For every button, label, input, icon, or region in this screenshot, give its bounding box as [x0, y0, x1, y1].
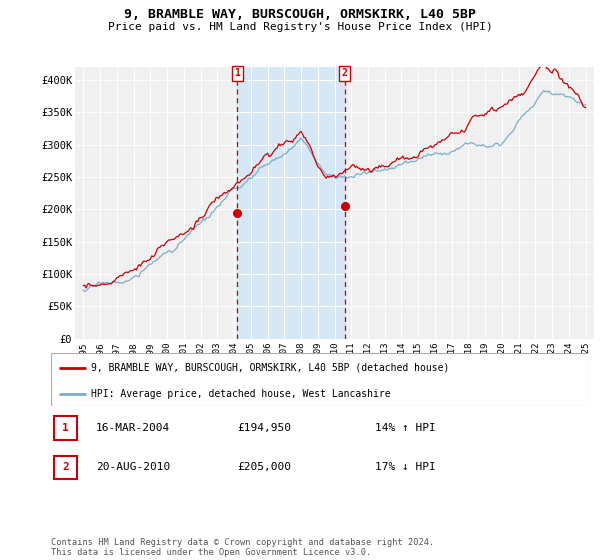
Text: 9, BRAMBLE WAY, BURSCOUGH, ORMSKIRK, L40 5BP: 9, BRAMBLE WAY, BURSCOUGH, ORMSKIRK, L40… — [124, 8, 476, 21]
Text: 1: 1 — [235, 68, 241, 78]
Text: 16-MAR-2004: 16-MAR-2004 — [96, 423, 170, 433]
Text: 1: 1 — [62, 423, 69, 433]
Text: £194,950: £194,950 — [237, 423, 291, 433]
Bar — [238, 67, 344, 339]
Text: 2: 2 — [62, 462, 69, 472]
Text: 2: 2 — [341, 68, 347, 78]
Text: 9, BRAMBLE WAY, BURSCOUGH, ORMSKIRK, L40 5BP (detached house): 9, BRAMBLE WAY, BURSCOUGH, ORMSKIRK, L40… — [91, 363, 449, 373]
Text: £205,000: £205,000 — [237, 462, 291, 472]
Text: 20-AUG-2010: 20-AUG-2010 — [96, 462, 170, 472]
Bar — [54, 417, 77, 440]
Text: Contains HM Land Registry data © Crown copyright and database right 2024.
This d: Contains HM Land Registry data © Crown c… — [51, 538, 434, 557]
Text: Price paid vs. HM Land Registry's House Price Index (HPI): Price paid vs. HM Land Registry's House … — [107, 22, 493, 32]
Bar — [54, 456, 77, 479]
Text: HPI: Average price, detached house, West Lancashire: HPI: Average price, detached house, West… — [91, 389, 391, 399]
Text: 17% ↓ HPI: 17% ↓ HPI — [375, 462, 436, 472]
Text: 14% ↑ HPI: 14% ↑ HPI — [375, 423, 436, 433]
